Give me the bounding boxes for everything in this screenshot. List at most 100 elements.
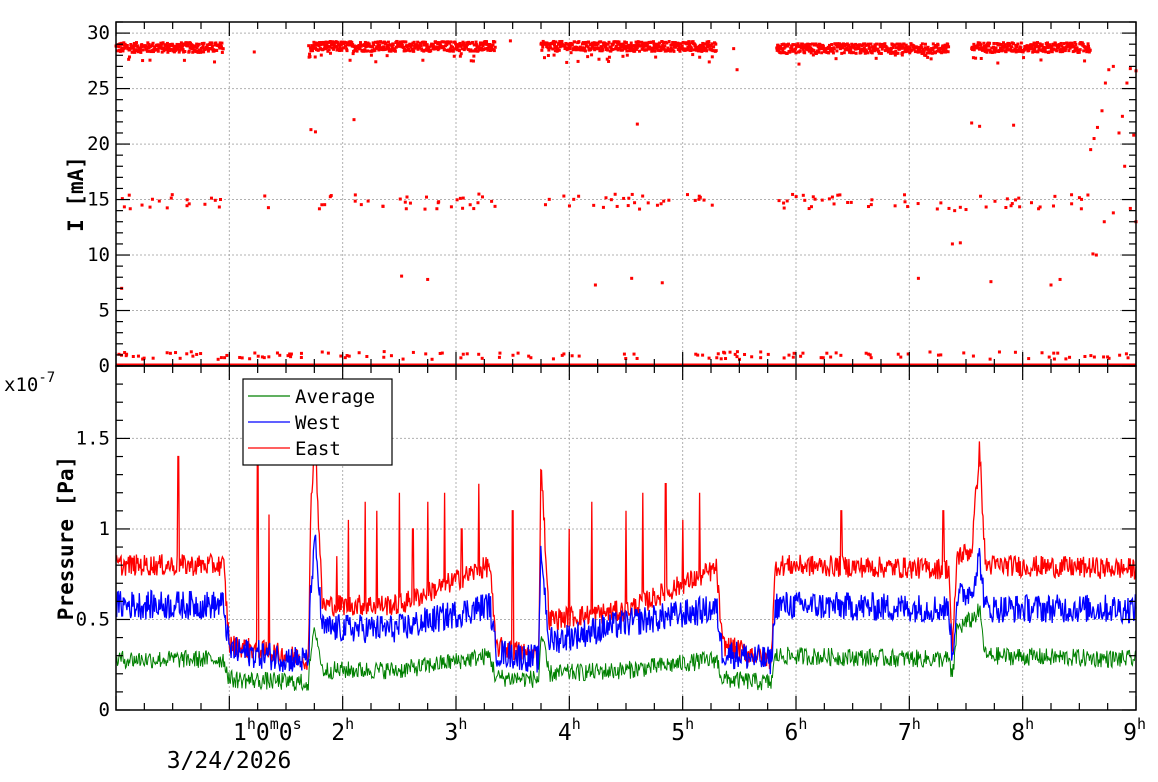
- current-point: [604, 42, 608, 46]
- current-point: [1091, 252, 1095, 256]
- current-point: [141, 59, 145, 63]
- current-point: [707, 40, 711, 44]
- current-point: [462, 41, 466, 45]
- current-point: [609, 198, 613, 202]
- current-point: [604, 45, 608, 49]
- current-point: [838, 193, 842, 197]
- current-point: [404, 207, 408, 211]
- current-point: [865, 49, 869, 53]
- current-point: [945, 45, 949, 49]
- current-point: [1044, 50, 1048, 54]
- current-axis-title: I [mA]: [64, 156, 88, 232]
- current-point: [1087, 46, 1091, 50]
- current-point: [1077, 50, 1081, 54]
- current-point: [365, 44, 369, 48]
- current-point: [1040, 43, 1044, 47]
- current-point: [483, 42, 487, 46]
- time-tick-unit: h: [458, 715, 467, 733]
- current-point: [493, 204, 497, 208]
- current-point: [471, 40, 475, 44]
- current-point: [677, 44, 681, 48]
- current-point: [320, 350, 324, 354]
- current-point: [803, 46, 807, 50]
- current-point: [480, 46, 484, 50]
- current-point: [162, 48, 166, 52]
- current-point: [178, 356, 182, 360]
- current-point: [996, 61, 1000, 65]
- current-point: [148, 58, 152, 62]
- current-point: [134, 42, 138, 46]
- current-point: [801, 47, 805, 51]
- time-tick-label: 4h: [558, 715, 581, 746]
- current-point: [871, 45, 875, 49]
- current-point: [929, 57, 933, 61]
- current-point: [174, 351, 178, 355]
- current-point: [138, 48, 142, 52]
- current-point: [893, 43, 897, 47]
- current-point: [628, 45, 632, 49]
- current-point: [918, 48, 922, 52]
- current-point: [869, 203, 873, 207]
- current-point: [119, 43, 123, 47]
- current-point: [205, 45, 209, 49]
- current-point: [903, 200, 907, 204]
- current-point: [160, 50, 164, 54]
- current-point: [395, 40, 399, 44]
- current-point: [904, 43, 908, 47]
- current-point: [484, 47, 488, 51]
- current-point: [707, 60, 711, 64]
- time-tick-hour: 6: [785, 720, 799, 746]
- current-point: [719, 357, 723, 361]
- current-point: [834, 57, 838, 61]
- current-point: [1052, 351, 1056, 355]
- current-point: [127, 57, 131, 61]
- current-point: [705, 49, 709, 53]
- current-point: [311, 46, 315, 50]
- current-point: [941, 44, 945, 48]
- current-point: [313, 55, 317, 59]
- current-point: [698, 49, 702, 53]
- current-point: [202, 41, 206, 45]
- current-point: [630, 192, 634, 196]
- current-point: [159, 44, 163, 48]
- current-point: [289, 352, 293, 356]
- current-point: [1117, 131, 1121, 135]
- current-point: [1085, 48, 1089, 52]
- current-point: [635, 46, 639, 50]
- current-point: [394, 45, 398, 49]
- current-point: [1049, 283, 1053, 287]
- current-point: [357, 351, 361, 355]
- current-point: [413, 46, 417, 50]
- current-point: [433, 46, 437, 50]
- current-point: [452, 54, 456, 58]
- current-point: [130, 50, 134, 54]
- current-point: [363, 40, 367, 44]
- current-point: [849, 48, 853, 52]
- current-point: [165, 45, 169, 49]
- current-point: [471, 59, 475, 63]
- current-point: [936, 43, 940, 47]
- current-point: [401, 357, 405, 361]
- current-point: [1070, 193, 1074, 197]
- current-point: [548, 44, 552, 48]
- current-point: [877, 51, 881, 55]
- current-point: [880, 47, 884, 51]
- current-point: [705, 40, 709, 44]
- current-point: [1080, 197, 1084, 201]
- current-point: [652, 44, 656, 48]
- current-point: [709, 43, 713, 47]
- current-point: [400, 274, 404, 278]
- current-point: [240, 356, 244, 360]
- current-point: [615, 204, 619, 208]
- current-point: [607, 40, 611, 44]
- current-point: [187, 49, 191, 53]
- current-point: [554, 40, 558, 44]
- current-point: [275, 351, 279, 355]
- current-point: [989, 280, 993, 284]
- current-point: [684, 47, 688, 51]
- current-point: [863, 42, 867, 46]
- current-point: [1089, 354, 1093, 358]
- current-point: [870, 198, 874, 202]
- current-point: [622, 44, 626, 48]
- current-point: [117, 45, 121, 49]
